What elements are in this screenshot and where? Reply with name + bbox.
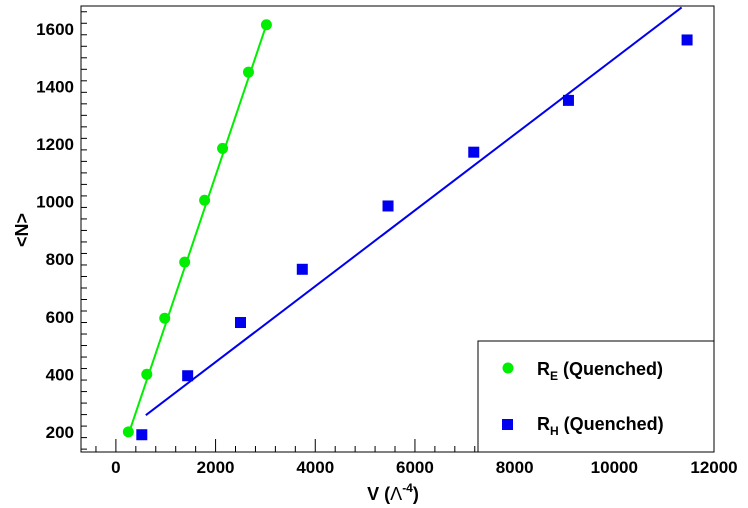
legend-marker-re xyxy=(502,362,514,374)
point-rh xyxy=(562,94,574,106)
legend-box xyxy=(477,340,715,453)
fit-lines xyxy=(127,6,683,436)
legend-label-re: RE (Quenched) xyxy=(537,359,663,383)
x-tick-label: 0 xyxy=(111,458,120,477)
x-tick-label: 4000 xyxy=(296,458,334,477)
y-axis-label: <N> xyxy=(12,213,32,247)
point-rh xyxy=(296,263,308,275)
y-tick-label: 400 xyxy=(46,365,74,384)
point-rh xyxy=(182,370,194,382)
y-tick-label: 1600 xyxy=(36,20,74,39)
x-axis-label: V (Λ-4) xyxy=(367,481,419,504)
point-re xyxy=(122,426,134,438)
fit-line-re xyxy=(127,24,268,436)
fit-line-rh xyxy=(145,6,683,416)
x-tick-label: 8000 xyxy=(496,458,534,477)
point-re xyxy=(242,66,254,78)
y-tick-label: 200 xyxy=(46,423,74,442)
plot-frame xyxy=(80,5,715,453)
point-re xyxy=(159,312,171,324)
y-tick-label: 1400 xyxy=(36,78,74,97)
legend-marker-rh xyxy=(502,419,513,430)
y-tick-label: 600 xyxy=(46,308,74,327)
point-re xyxy=(141,368,153,380)
x-tick-label: 6000 xyxy=(396,458,434,477)
x-tick-label: 10000 xyxy=(591,458,638,477)
point-re xyxy=(217,142,229,154)
x-tick-label: 12000 xyxy=(690,458,737,477)
point-rh xyxy=(136,429,148,441)
legend: RE (Quenched) RH (Quenched) xyxy=(477,340,715,453)
x-tick-label: 2000 xyxy=(197,458,235,477)
point-re xyxy=(179,256,191,268)
point-rh xyxy=(382,200,394,212)
point-re xyxy=(199,194,211,206)
y-tick-label: 800 xyxy=(46,250,74,269)
legend-label-rh: RH (Quenched) xyxy=(537,414,664,438)
point-rh xyxy=(234,317,246,329)
point-rh xyxy=(681,34,693,46)
data-points xyxy=(122,19,693,441)
point-re xyxy=(260,19,272,31)
y-axis-ticks: 200 400 600 800 1000 1200 1400 1600 xyxy=(36,11,87,450)
point-rh xyxy=(468,146,480,158)
y-tick-label: 1200 xyxy=(36,135,74,154)
y-tick-label: 1000 xyxy=(36,193,74,212)
